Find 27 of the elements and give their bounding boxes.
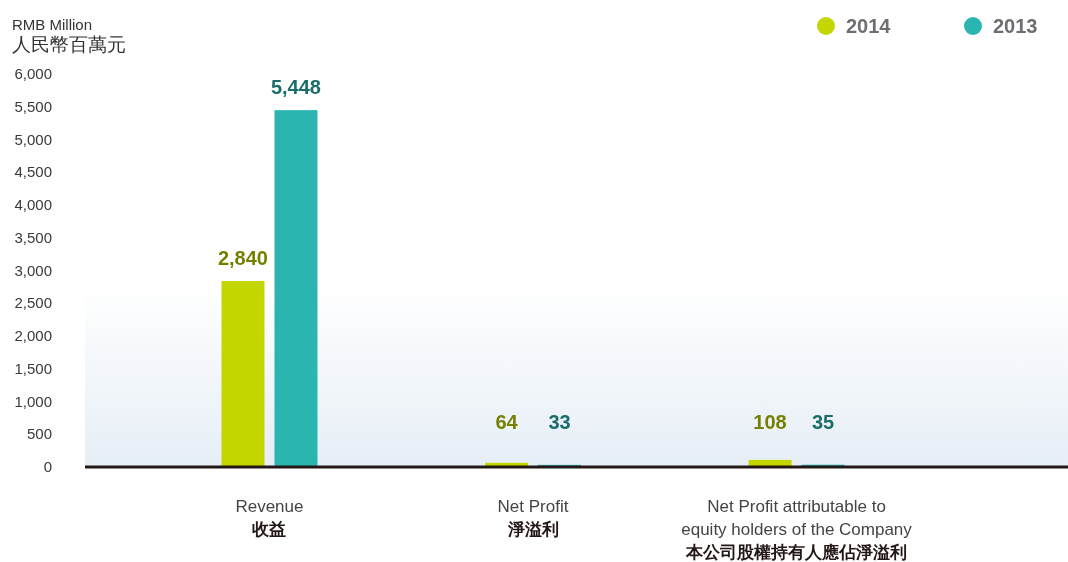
y-tick-label: 3,500 xyxy=(14,228,52,246)
data-label: 2,840 xyxy=(217,246,269,269)
data-label: 5,448 xyxy=(270,76,322,99)
legend-label: 2014 xyxy=(846,15,892,37)
x-tick-label: Net Profit attributable to equity holders of the Company 本公司股權持有人應佔淨溢利 xyxy=(681,497,913,562)
y-axis-title: RMB Million 人民幣百萬元 xyxy=(12,16,126,55)
data-label: 35 xyxy=(811,411,835,433)
legend-label: 2013 xyxy=(993,15,1038,37)
x-tick-label: Net Profit 淨溢利 xyxy=(497,497,569,539)
y-tick-label: 4,500 xyxy=(14,163,52,181)
y-tick-label: 6,000 xyxy=(14,65,52,82)
y-tick-label: 0 xyxy=(43,458,52,475)
data-label: 64 xyxy=(495,411,519,433)
y-tick-label: 4,000 xyxy=(14,196,52,213)
data-label: 33 xyxy=(548,411,571,433)
y-tick-label: 2,500 xyxy=(14,294,52,312)
bar xyxy=(221,280,265,467)
y-tick-label: 2,000 xyxy=(14,327,52,344)
bar xyxy=(274,110,318,467)
y-tick-label: 5,000 xyxy=(14,130,52,148)
y-tick-label: 500 xyxy=(26,425,52,443)
y-tick-label: 5,500 xyxy=(14,97,52,115)
y-tick-label: 3,000 xyxy=(14,261,52,279)
x-tick-label: Revenue 收益 xyxy=(235,497,304,539)
data-label: 108 xyxy=(753,411,787,433)
y-tick-label: 1,500 xyxy=(14,359,52,377)
y-tick-label: 1,000 xyxy=(14,392,52,410)
